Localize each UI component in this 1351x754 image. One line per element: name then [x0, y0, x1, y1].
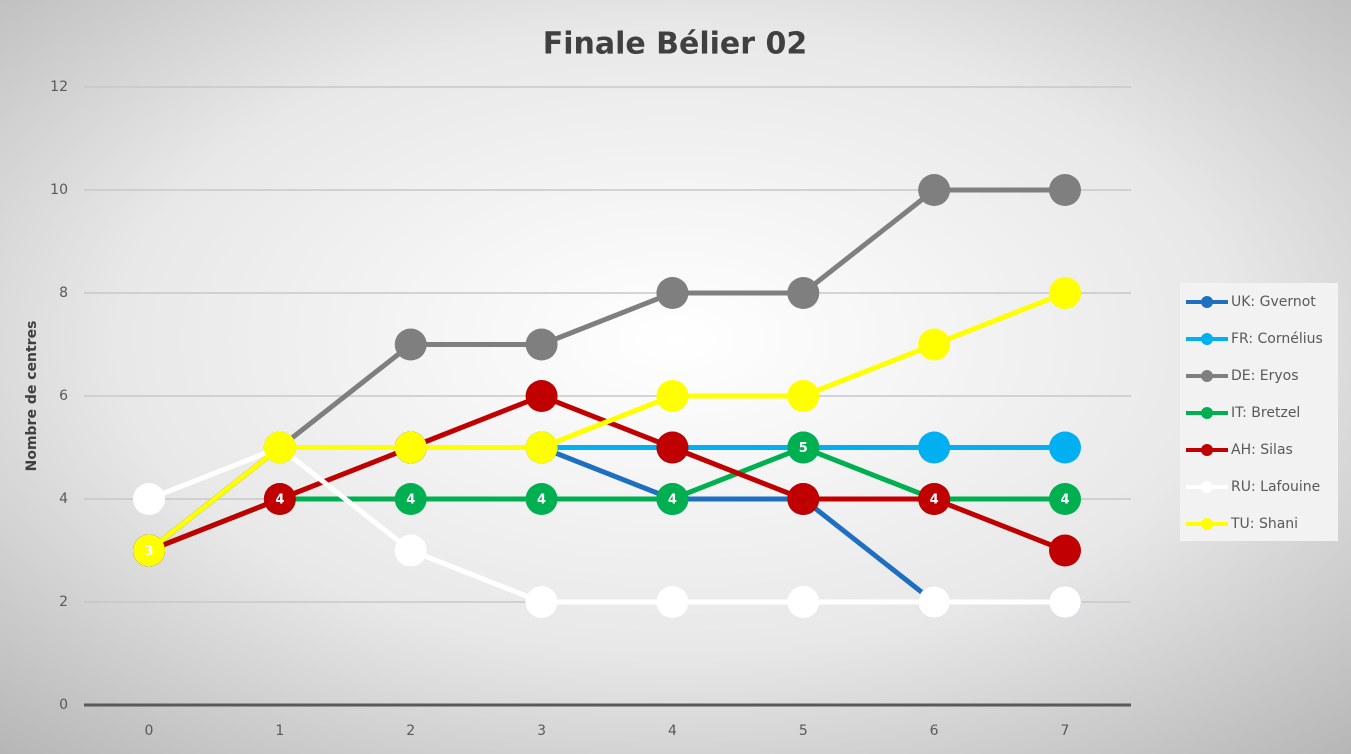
x-tick-label: 6	[930, 723, 939, 739]
x-tick-label: 1	[275, 723, 284, 739]
y-tick-label: 10	[50, 182, 68, 198]
data-label: 4	[668, 493, 677, 508]
data-label: 4	[930, 493, 939, 508]
marker	[394, 431, 427, 464]
marker	[656, 586, 689, 618]
marker	[525, 483, 558, 515]
legend-marker	[1201, 296, 1213, 308]
marker	[133, 534, 165, 567]
marker	[394, 483, 427, 515]
x-tick-label: 4	[668, 723, 677, 739]
data-label: 4	[1060, 493, 1069, 508]
data-label: 5	[799, 441, 808, 456]
series-line	[148, 444, 1065, 553]
marker	[1049, 431, 1081, 464]
x-tick-label: 5	[799, 723, 808, 739]
y-tick-label: 2	[59, 594, 68, 610]
series-line	[147, 290, 1066, 553]
legend-label: FR: Cornélius	[1231, 331, 1323, 347]
x-tick-label: 3	[537, 723, 546, 739]
legend-marker	[1201, 407, 1213, 419]
marker	[918, 328, 951, 361]
data-label: 4	[406, 493, 415, 508]
marker	[1049, 586, 1081, 618]
marker	[918, 586, 951, 618]
y-tick-label: 12	[50, 79, 68, 95]
marker	[394, 534, 427, 567]
legend-label: UK: Gvernot	[1231, 294, 1316, 310]
data-label: 4	[275, 493, 284, 508]
marker	[525, 328, 558, 361]
marker	[1049, 483, 1081, 515]
marker	[525, 586, 558, 618]
legend-marker	[1201, 481, 1213, 493]
legend-marker	[1201, 333, 1213, 345]
y-tick-label: 4	[59, 491, 68, 507]
legend-label: RU: Lafouine	[1231, 479, 1320, 495]
marker	[656, 380, 689, 412]
marker	[1049, 174, 1081, 206]
series-line	[147, 187, 1065, 553]
marker	[787, 483, 820, 515]
x-tick-label: 7	[1061, 723, 1070, 739]
x-tick-label: 0	[145, 723, 154, 739]
marker	[133, 483, 165, 515]
legend-label: DE: Eryos	[1231, 368, 1299, 384]
marker	[263, 431, 296, 464]
marker	[656, 483, 689, 515]
legend-marker	[1201, 518, 1213, 530]
y-tick-label: 6	[59, 388, 68, 404]
y-tick-label: 0	[59, 697, 68, 713]
y-tick-label: 8	[59, 285, 68, 301]
marker	[787, 431, 820, 464]
data-label: 3	[144, 544, 153, 559]
legend-marker	[1201, 444, 1213, 456]
marker	[918, 431, 951, 464]
marker	[1049, 277, 1081, 309]
marker	[1049, 534, 1081, 567]
marker	[525, 431, 558, 464]
legend-label: TU: Shani	[1230, 516, 1298, 532]
marker	[656, 277, 689, 309]
y-axis-label: Nombre de centres	[24, 321, 40, 472]
legend-marker	[1201, 370, 1213, 382]
marker	[918, 483, 951, 515]
data-label: 4	[537, 493, 546, 508]
marker	[787, 380, 820, 412]
legend-label: AH: Silas	[1231, 442, 1293, 458]
marker	[787, 277, 820, 309]
marker	[656, 431, 689, 464]
marker	[394, 328, 427, 361]
marker	[918, 174, 951, 206]
x-tick-label: 2	[406, 723, 415, 739]
legend-label: IT: Bretzel	[1231, 405, 1300, 421]
marker	[263, 483, 296, 515]
series-line	[148, 444, 1065, 605]
marker	[787, 586, 820, 618]
marker	[525, 380, 558, 412]
chart-title: Finale Bélier 02	[543, 27, 808, 62]
